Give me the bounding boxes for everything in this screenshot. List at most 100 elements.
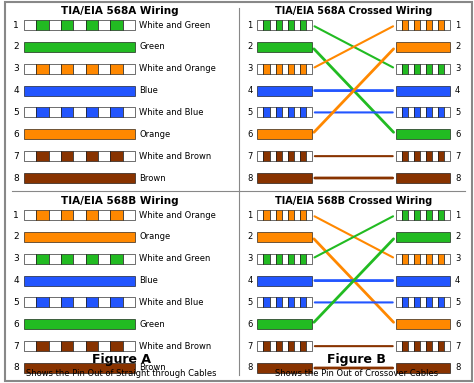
Bar — [432, 151, 438, 161]
Bar — [395, 107, 401, 118]
Bar — [270, 64, 275, 74]
Bar — [438, 341, 444, 351]
Bar — [294, 20, 300, 30]
Bar — [426, 64, 432, 74]
Bar — [300, 254, 306, 264]
Bar — [264, 107, 270, 118]
Bar — [110, 64, 123, 74]
Bar — [123, 20, 135, 30]
Bar — [401, 254, 408, 264]
Text: 4: 4 — [455, 86, 460, 95]
Bar — [401, 107, 408, 118]
Bar — [257, 319, 312, 329]
Text: 5: 5 — [247, 298, 253, 307]
Bar — [420, 254, 426, 264]
Bar — [282, 64, 288, 74]
Bar — [408, 341, 414, 351]
Text: 4: 4 — [247, 86, 253, 95]
Bar — [300, 107, 306, 118]
Bar — [395, 210, 401, 220]
Bar — [282, 151, 288, 161]
Text: Figure B: Figure B — [328, 354, 386, 367]
Text: 4: 4 — [455, 276, 460, 285]
Bar — [420, 151, 426, 161]
Bar — [24, 173, 135, 183]
Text: White and Orange: White and Orange — [139, 211, 216, 219]
Text: White and Green: White and Green — [139, 21, 210, 29]
Bar — [257, 20, 264, 30]
Bar — [86, 298, 98, 308]
Bar — [288, 20, 294, 30]
Bar — [110, 341, 123, 351]
Bar — [426, 298, 432, 308]
Bar — [282, 298, 288, 308]
Bar — [438, 151, 444, 161]
Bar — [420, 210, 426, 220]
Text: 8: 8 — [455, 173, 461, 183]
Bar — [306, 20, 312, 30]
Bar — [300, 341, 306, 351]
Text: Shows the Pin Out of Straight through Cables: Shows the Pin Out of Straight through Ca… — [26, 368, 217, 378]
Bar — [438, 107, 444, 118]
Bar — [24, 64, 36, 74]
Bar — [123, 64, 135, 74]
Bar — [294, 151, 300, 161]
Bar — [61, 254, 73, 264]
Bar — [401, 210, 408, 220]
Bar — [257, 363, 312, 373]
Bar — [264, 20, 270, 30]
Bar — [294, 254, 300, 264]
Bar — [275, 64, 282, 74]
Bar — [61, 64, 73, 74]
Bar — [73, 298, 86, 308]
Bar — [294, 107, 300, 118]
Bar — [49, 254, 61, 264]
Bar — [408, 20, 414, 30]
Text: 5: 5 — [247, 108, 253, 117]
Bar — [432, 107, 438, 118]
Bar — [24, 298, 36, 308]
Bar — [414, 20, 420, 30]
Bar — [395, 85, 450, 96]
Bar — [401, 20, 408, 30]
Text: 7: 7 — [455, 152, 461, 160]
Bar — [264, 341, 270, 351]
Bar — [264, 254, 270, 264]
Bar — [264, 151, 270, 161]
Text: White and Blue: White and Blue — [139, 108, 204, 117]
Bar — [86, 210, 98, 220]
Text: TIA/EIA 568B Wiring: TIA/EIA 568B Wiring — [62, 196, 179, 206]
Bar — [432, 298, 438, 308]
Bar — [49, 341, 61, 351]
Bar — [438, 64, 444, 74]
Bar — [426, 254, 432, 264]
Bar — [444, 64, 450, 74]
Bar — [300, 20, 306, 30]
Bar — [432, 254, 438, 264]
Bar — [24, 107, 36, 118]
Bar — [98, 298, 110, 308]
Text: 3: 3 — [13, 254, 19, 263]
Text: 5: 5 — [455, 298, 460, 307]
Bar — [444, 254, 450, 264]
Bar — [401, 64, 408, 74]
Bar — [257, 42, 312, 52]
Bar — [24, 319, 135, 329]
Bar — [123, 210, 135, 220]
Bar — [275, 20, 282, 30]
Bar — [49, 20, 61, 30]
Text: 1: 1 — [455, 211, 460, 219]
Bar — [444, 151, 450, 161]
Bar — [408, 210, 414, 220]
Text: 7: 7 — [13, 342, 19, 351]
Bar — [432, 341, 438, 351]
Bar — [275, 210, 282, 220]
Bar — [306, 64, 312, 74]
Bar — [306, 298, 312, 308]
Bar — [294, 210, 300, 220]
Bar — [36, 151, 49, 161]
Bar — [306, 151, 312, 161]
Bar — [282, 341, 288, 351]
Text: Brown: Brown — [139, 173, 166, 183]
Text: 2: 2 — [455, 232, 460, 241]
